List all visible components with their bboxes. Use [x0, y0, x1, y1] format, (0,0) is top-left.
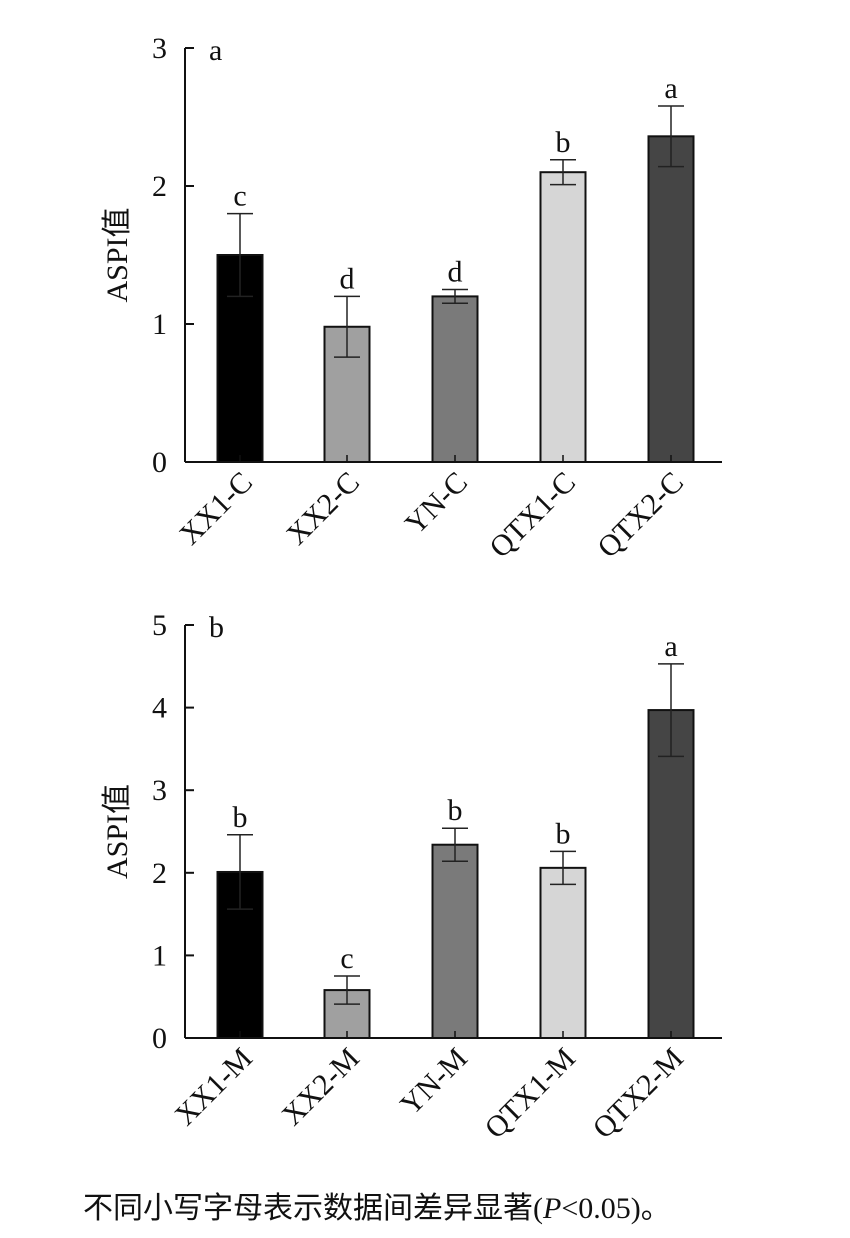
x-tick-label: QTX1-M — [478, 1042, 581, 1145]
x-tick-label: XX2-M — [275, 1042, 366, 1133]
chart-panel-a: c XX1-C d XX2-C d YN-C b QTX1-C a QTX2-C 0 1 2 3 a ASPI… — [101, 32, 722, 564]
significance-label: d — [448, 256, 463, 289]
caption-p-symbol: P — [543, 1192, 562, 1225]
x-tick-label: QTX1-C — [483, 466, 582, 565]
significance-label: c — [233, 180, 246, 213]
significance-label: d — [340, 262, 355, 295]
figure-caption: 不同小写字母表示数据间差异显著(P<0.05)。 — [83, 1183, 671, 1227]
x-tick-label: XX2-C — [280, 466, 366, 552]
panel-label: a — [209, 34, 222, 67]
significance-label: b — [556, 126, 571, 159]
bar-YN-C — [431, 295, 479, 463]
caption-p-rest: <0.05)。 — [561, 1192, 671, 1225]
bar-QTX2-M — [647, 709, 695, 1039]
significance-label: b — [233, 801, 248, 834]
chart-panel-b: b XX1-M c XX2-M b YN-M b QTX1-M a QTX2-M 0 1 2 3 4 5 b AS… — [101, 609, 722, 1145]
panel-label: b — [209, 611, 224, 644]
significance-label: a — [664, 72, 677, 105]
y-tick-label: 2 — [152, 170, 167, 203]
x-tick-label: QTX2-M — [586, 1042, 689, 1145]
significance-label: b — [448, 794, 463, 827]
y-tick-label: 1 — [152, 308, 167, 341]
y-axis-label: ASPI值 — [101, 784, 134, 879]
significance-label: a — [664, 630, 677, 663]
y-tick-label: 3 — [152, 32, 167, 65]
y-tick-label: 0 — [152, 1022, 167, 1055]
bar-QTX1-M — [539, 866, 587, 1039]
bar-YN-M — [431, 843, 479, 1039]
y-tick-label: 3 — [152, 774, 167, 807]
x-tick-label: XX1-C — [173, 466, 259, 552]
y-tick-label: 2 — [152, 857, 167, 890]
bar-QTX1-C — [539, 171, 587, 463]
y-tick-label: 1 — [152, 939, 167, 972]
x-tick-label: YN-M — [394, 1042, 474, 1122]
significance-label: c — [340, 942, 353, 975]
y-tick-label: 0 — [152, 446, 167, 479]
caption-text: 不同小写字母表示数据间差异显著( — [83, 1192, 543, 1225]
x-tick-label: YN-C — [399, 466, 474, 541]
x-tick-label: XX1-M — [168, 1042, 259, 1133]
y-tick-label: 5 — [152, 609, 167, 642]
x-tick-label: QTX2-C — [591, 466, 690, 565]
y-tick-label: 4 — [152, 692, 167, 725]
y-axis-label: ASPI值 — [101, 207, 134, 302]
significance-label: b — [556, 817, 571, 850]
bar-QTX2-C — [647, 135, 695, 463]
